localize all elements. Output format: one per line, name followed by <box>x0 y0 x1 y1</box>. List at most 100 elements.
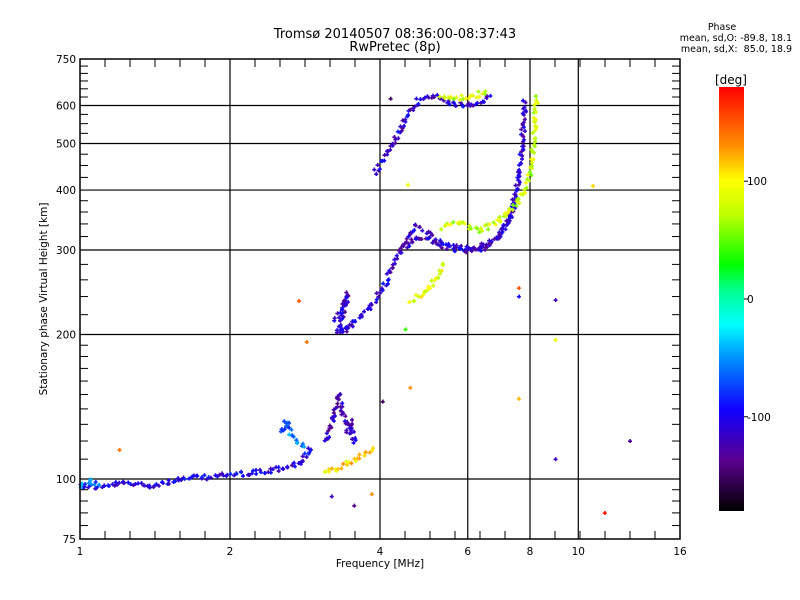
data-point <box>388 147 393 152</box>
data-point <box>484 244 489 249</box>
data-point <box>437 243 442 248</box>
data-point <box>520 144 525 149</box>
data-point <box>413 236 418 241</box>
data-point <box>403 117 408 122</box>
data-point <box>522 190 527 195</box>
data-point <box>105 483 110 488</box>
data-point <box>407 244 412 249</box>
data-point <box>335 311 340 316</box>
data-point <box>399 128 404 133</box>
data-point <box>332 413 337 418</box>
data-point <box>497 214 502 219</box>
data-point <box>405 245 410 250</box>
data-point <box>258 470 263 475</box>
data-point <box>380 399 385 404</box>
data-point <box>341 411 346 416</box>
data-point <box>266 470 271 475</box>
data-point <box>509 215 514 220</box>
data-point <box>349 323 354 328</box>
data-point <box>284 423 289 428</box>
data-point <box>400 242 405 247</box>
data-point <box>470 93 475 98</box>
data-point <box>408 232 413 237</box>
data-point <box>459 93 464 98</box>
data-point <box>418 97 423 102</box>
data-point <box>345 462 350 467</box>
data-point <box>398 245 403 250</box>
data-point <box>308 447 313 452</box>
data-point <box>533 110 538 115</box>
data-point <box>379 286 384 291</box>
data-point <box>451 243 456 248</box>
data-point <box>462 221 467 226</box>
data-point <box>335 404 340 409</box>
data-point <box>176 478 181 483</box>
data-point <box>392 257 397 262</box>
data-point <box>286 425 291 430</box>
data-point <box>206 475 211 480</box>
data-point <box>324 436 329 441</box>
data-point <box>349 422 354 427</box>
data-point <box>393 140 398 145</box>
data-point <box>527 178 532 183</box>
data-point <box>521 147 526 152</box>
data-point <box>379 159 384 164</box>
data-point <box>531 142 536 147</box>
data-point <box>458 243 463 248</box>
data-point <box>425 236 430 241</box>
data-point <box>412 298 417 303</box>
data-point <box>156 483 161 488</box>
data-point <box>426 284 431 289</box>
y-tick-label: 750 <box>56 54 76 66</box>
data-point <box>457 246 462 251</box>
data-point <box>442 95 447 100</box>
data-point <box>439 268 444 273</box>
data-point <box>294 437 299 442</box>
data-point <box>402 241 407 246</box>
data-point <box>348 430 353 435</box>
data-point <box>482 223 487 228</box>
data-point <box>454 95 459 100</box>
data-point <box>553 337 558 342</box>
data-point <box>166 481 171 486</box>
x-tick-label: 8 <box>527 546 534 558</box>
data-point <box>429 95 434 100</box>
data-point <box>349 417 354 422</box>
data-point <box>276 468 281 473</box>
data-point <box>217 472 222 477</box>
data-point <box>181 475 186 480</box>
data-point <box>112 483 117 488</box>
data-point <box>478 226 483 231</box>
data-point <box>477 94 482 99</box>
data-point <box>407 107 412 112</box>
data-point <box>531 157 536 162</box>
data-point <box>392 261 397 266</box>
data-point <box>440 242 445 247</box>
data-point <box>553 298 558 303</box>
data-point <box>413 293 418 298</box>
data-point <box>346 293 351 298</box>
data-point <box>405 114 410 119</box>
data-point <box>296 461 301 466</box>
data-point <box>502 211 507 216</box>
data-point <box>425 94 430 99</box>
data-point <box>257 467 262 472</box>
data-point <box>510 202 515 207</box>
data-point <box>327 426 332 431</box>
data-point <box>234 471 239 476</box>
data-point <box>446 243 451 248</box>
data-point <box>400 126 405 131</box>
data-point <box>400 118 405 123</box>
y-axis-label: Stationary phase Virtual Height [km] <box>38 203 50 396</box>
data-point <box>407 300 412 305</box>
data-point <box>384 283 389 288</box>
data-point <box>514 188 519 193</box>
data-point <box>363 450 368 455</box>
data-point <box>443 242 448 247</box>
data-point <box>82 482 87 487</box>
data-point <box>96 482 101 487</box>
data-point <box>351 429 356 434</box>
data-point <box>499 231 504 236</box>
data-point <box>534 124 539 129</box>
data-point <box>213 473 218 478</box>
